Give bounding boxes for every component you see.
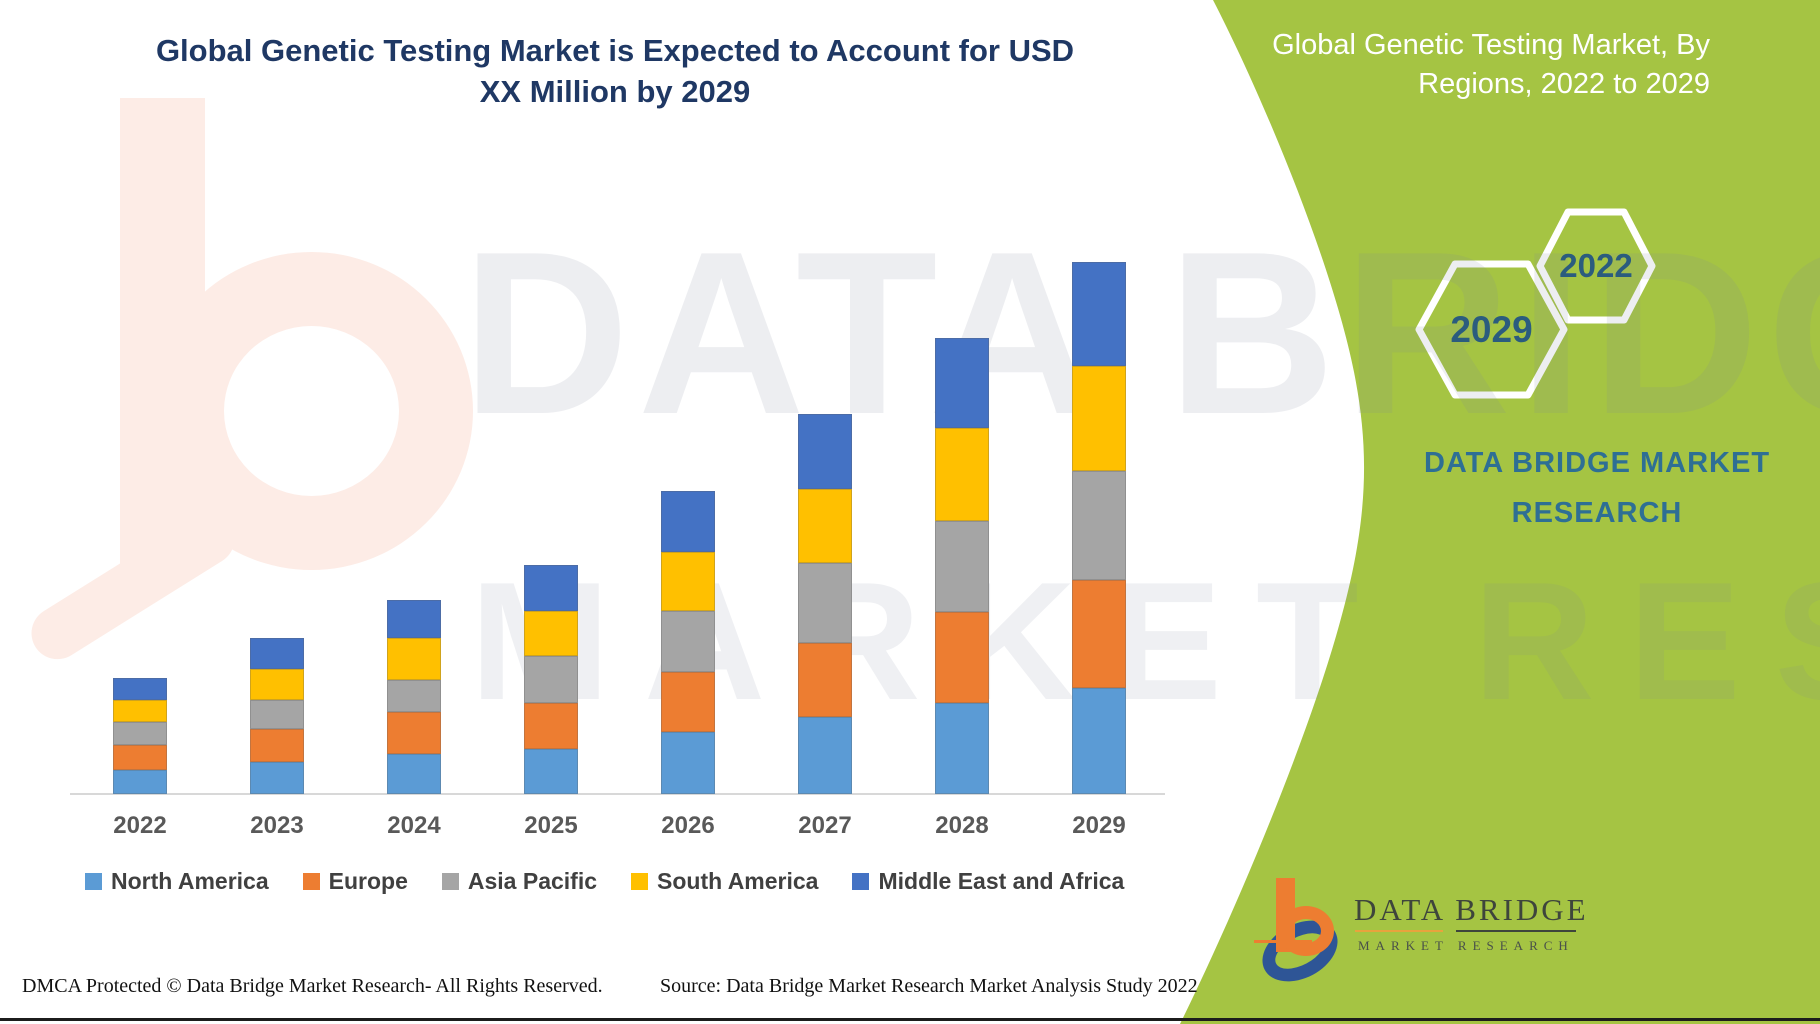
logo-underline-data [1355,930,1443,932]
bar-segment-2029-south-america [1072,366,1126,471]
side-panel-brand-line2: RESEARCH [1511,497,1683,529]
dmca-notice: DMCA Protected © Data Bridge Market Rese… [22,975,603,997]
bar-segment-2023-south-america [250,669,304,700]
bar-segment-2024-europe [387,712,441,754]
bar-segment-2023-north-america [250,762,304,794]
bar-segment-2027-europe [798,643,852,717]
bar-segment-2028-south-america [935,428,989,521]
bar-segment-2023-europe [250,729,304,762]
bottom-border-line [0,1018,1820,1021]
bar-segment-2025-middle-east-and-africa [524,565,578,611]
x-axis-label-2029: 2029 [1072,812,1126,839]
bar-segment-2026-asia-pacific [661,611,715,672]
legend-swatch-icon [85,873,102,890]
bar-segment-2025-europe [524,703,578,749]
legend-item-europe: Europe [302,868,408,895]
x-axis-label-2028: 2028 [935,812,989,839]
bar-segment-2028-north-america [935,703,989,794]
bar-segment-2024-middle-east-and-africa [387,600,441,638]
hexagon-2022 [1536,208,1656,324]
bar-segment-2022-middle-east-and-africa [113,678,167,700]
bar-segment-2027-middle-east-and-africa [798,414,852,489]
bar-segment-2025-asia-pacific [524,656,578,703]
side-panel-brand-text: DATA BRIDGE MARKET RESEARCH [1380,438,1814,538]
bar-segment-2029-north-america [1072,688,1126,794]
legend-swatch-icon [441,873,459,890]
hexagon-outlines [1415,208,1656,399]
hexagon-year-2022: 2022 [1559,247,1633,284]
chart-title: Global Genetic Testing Market is Expecte… [110,30,1120,112]
bar-segment-2029-middle-east-and-africa [1072,262,1126,366]
chart-title-line1: Global Genetic Testing Market is Expecte… [155,33,1075,68]
bar-segment-2025-south-america [524,611,578,656]
logo-underline-bridge [1456,930,1576,932]
data-bridge-logo: DATA BRIDGE MARKET RESEARCH [1252,872,1592,997]
bar-segment-2023-middle-east-and-africa [250,638,304,669]
bar-segment-2027-north-america [798,717,852,794]
logo-brand-text: DATA BRIDGE [1354,892,1589,927]
bar-segment-2024-south-america [387,638,441,680]
bar-segment-2028-europe [935,612,989,703]
chart-legend: North America Europe Asia Pacific South Ame… [85,868,1124,895]
side-panel-brand-line1: DATA BRIDGE MARKET [1423,447,1771,479]
bar-segment-2029-europe [1072,580,1126,688]
legend-label: North America [111,868,269,894]
x-axis-line [70,793,1165,795]
legend-item-middle-east-and-africa: Middle East and Africa [852,868,1124,895]
legend-item-south-america: South America [631,868,818,895]
bar-segment-2023-asia-pacific [250,700,304,729]
hexagon-year-2029: 2029 [1450,309,1533,350]
side-panel-title-line2: Regions, 2022 to 2029 [1418,68,1710,100]
legend-item-asia-pacific: Asia Pacific [441,868,598,895]
legend-swatch-icon [852,873,870,890]
legend-label: South America [657,868,819,894]
legend-item-north-america: North America [85,868,269,895]
bar-segment-2026-south-america [661,552,715,611]
bar-segment-2026-north-america [661,732,715,794]
bar-segment-2025-north-america [524,749,578,794]
chart-title-line2: XX Million by 2029 [479,74,751,109]
x-axis-label-2022: 2022 [113,812,167,839]
x-axis-label-2023: 2023 [250,812,304,839]
x-axis-label-2027: 2027 [798,812,852,839]
source-note: Source: Data Bridge Market Research Mark… [660,975,1198,997]
side-panel-title-line1: Global Genetic Testing Market, By [1272,29,1710,61]
x-axis-label-2024: 2024 [387,812,441,839]
side-panel-title: Global Genetic Testing Market, By Region… [1250,26,1710,104]
bar-segment-2022-europe [113,745,167,770]
bar-segment-2028-middle-east-and-africa [935,338,989,428]
legend-label: Middle East and Africa [878,868,1125,894]
bar-segment-2026-europe [661,672,715,732]
bar-segment-2027-asia-pacific [798,563,852,643]
bar-segment-2028-asia-pacific [935,521,989,612]
x-axis-label-2026: 2026 [661,812,715,839]
hexagon-2029 [1415,260,1568,399]
legend-swatch-icon [302,873,320,890]
logo-b-bowl-icon [1278,906,1334,956]
bar-segment-2026-middle-east-and-africa [661,491,715,552]
bar-segment-2024-asia-pacific [387,680,441,712]
bar-segment-2029-asia-pacific [1072,471,1126,580]
bar-segment-2022-asia-pacific [113,722,167,745]
bar-segment-2027-south-america [798,489,852,563]
logo-subtitle-text: MARKET RESEARCH [1358,938,1574,953]
legend-label: Asia Pacific [467,868,598,894]
legend-label: Europe [328,868,408,894]
logo-orange-rule [1254,940,1312,943]
bar-segment-2022-north-america [113,770,167,794]
bar-segment-2022-south-america [113,700,167,722]
watermark-text-databridge: DATA BRIDGE [462,204,1820,463]
legend-swatch-icon [631,873,649,890]
bar-segment-2024-north-america [387,754,441,794]
x-axis-label-2025: 2025 [524,812,578,839]
